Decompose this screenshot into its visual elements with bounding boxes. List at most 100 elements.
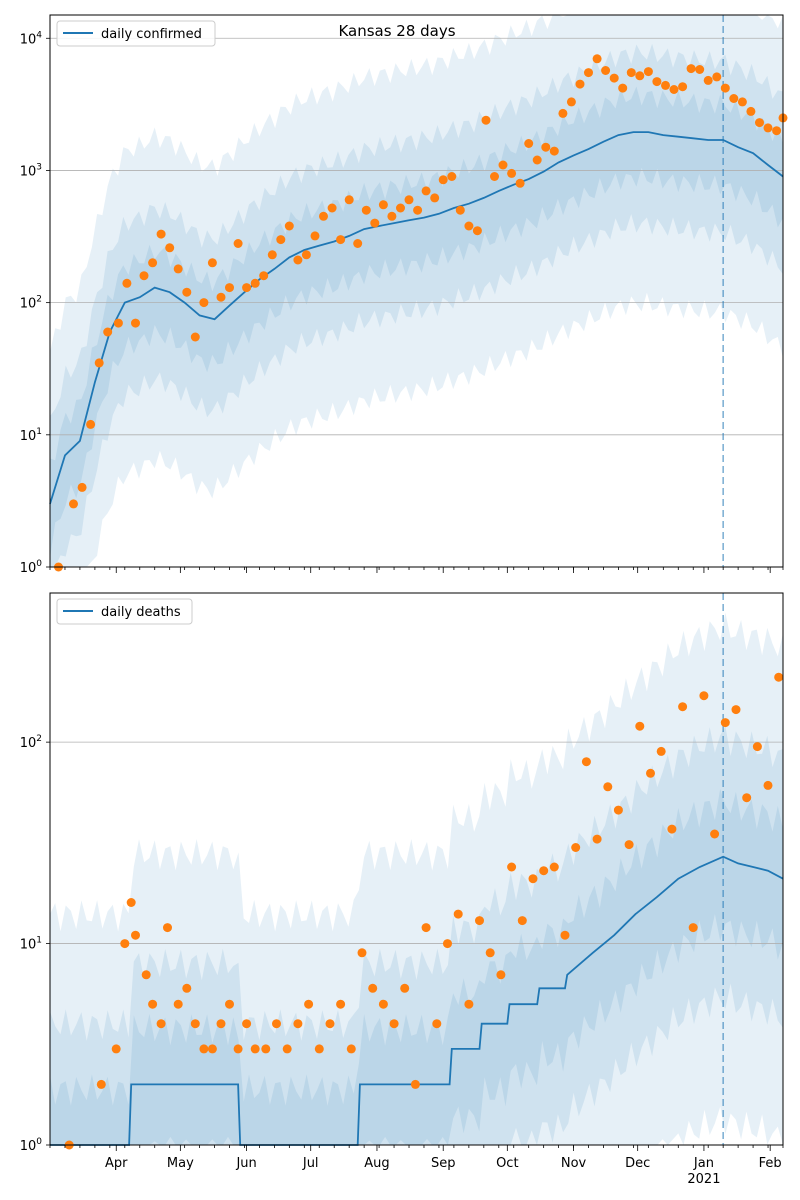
deaths-y-axis: 101 102 100	[20, 734, 50, 1154]
data-point	[688, 923, 698, 933]
data-point	[131, 930, 140, 940]
data-point	[336, 999, 346, 1009]
legend-label-deaths: daily deaths	[101, 605, 181, 620]
data-point	[325, 1019, 335, 1029]
deaths-uncertainty-bands	[50, 612, 783, 1145]
data-point	[272, 1019, 281, 1029]
data-point	[370, 218, 380, 228]
data-point	[720, 83, 730, 93]
data-point	[453, 909, 463, 919]
data-point	[173, 999, 183, 1009]
data-point	[163, 923, 172, 933]
x-tick-year-label: 2021	[687, 1172, 720, 1187]
data-point	[481, 115, 491, 125]
data-point	[443, 939, 452, 949]
deaths-series	[50, 672, 784, 1150]
data-point	[139, 271, 149, 281]
deaths-plot-background	[50, 593, 783, 1145]
data-point	[216, 1019, 226, 1029]
data-point	[490, 172, 499, 181]
data-point	[131, 318, 140, 328]
x-tick-label: Dec	[625, 1156, 650, 1171]
deaths-panel: 101 102 100 Apr May Jun Jul Aug Sep Oct Nov Dec Jan…	[20, 592, 784, 1187]
data-point	[774, 672, 784, 682]
data-point	[661, 80, 670, 90]
data-point	[293, 1019, 303, 1029]
data-point	[763, 780, 773, 790]
data-point	[710, 829, 720, 839]
data-point	[357, 948, 367, 958]
data-point	[250, 278, 260, 288]
x-tick-label: Feb	[759, 1156, 782, 1171]
data-point	[250, 1044, 260, 1054]
legend-box	[56, 20, 216, 47]
data-point	[233, 1044, 243, 1054]
y-tick-label: 104	[20, 30, 43, 47]
data-point	[742, 793, 752, 803]
data-point	[346, 1044, 356, 1054]
data-point	[566, 97, 576, 107]
x-tick-label: Sep	[431, 1156, 456, 1171]
uncertainty-band	[50, 86, 783, 559]
data-point	[656, 746, 666, 756]
data-point	[571, 843, 581, 852]
confirmed-series	[49, 54, 788, 572]
data-point	[126, 898, 136, 907]
data-point	[86, 419, 96, 429]
data-point	[737, 97, 747, 107]
data-point	[336, 235, 346, 245]
data-point	[96, 1079, 106, 1089]
data-point	[259, 271, 269, 281]
data-point	[592, 834, 602, 844]
data-point	[148, 258, 158, 268]
data-point	[327, 203, 337, 213]
data-point	[165, 243, 175, 253]
data-point	[156, 229, 166, 239]
data-point	[560, 930, 570, 940]
data-point	[613, 805, 623, 815]
uncertainty-band	[50, 726, 783, 1145]
data-point	[261, 1044, 271, 1054]
data-point	[378, 200, 388, 210]
data-point	[111, 1044, 121, 1054]
data-point	[361, 205, 371, 215]
data-point	[103, 327, 113, 337]
data-point	[498, 160, 508, 170]
data-point	[532, 155, 542, 165]
data-point	[755, 118, 764, 128]
confirmed-x-axis	[49, 567, 784, 573]
data-point	[156, 1019, 166, 1029]
data-point	[319, 211, 328, 221]
data-point	[515, 178, 525, 188]
data-point	[507, 168, 517, 178]
data-point	[646, 768, 655, 778]
data-point	[652, 77, 662, 87]
data-point	[438, 175, 448, 185]
data-point	[314, 1044, 324, 1054]
data-point	[182, 287, 192, 297]
data-point	[464, 999, 474, 1009]
data-point	[752, 742, 762, 752]
x-tick-label: Aug	[364, 1156, 389, 1171]
x-tick-label: Jun	[235, 1156, 256, 1171]
y-tick-label: 103	[20, 162, 42, 179]
data-point	[524, 139, 534, 148]
legend-box	[56, 598, 193, 625]
data-point	[421, 923, 431, 933]
data-point	[549, 862, 559, 872]
confirmed-legend: daily confirmed	[56, 20, 216, 47]
data-point	[635, 721, 645, 731]
data-point	[695, 65, 705, 74]
data-point	[378, 999, 388, 1009]
data-point	[120, 939, 130, 949]
deaths-axes-frame	[49, 592, 784, 1146]
data-point	[635, 71, 645, 81]
x-tick-label: May	[167, 1156, 194, 1171]
data-point	[455, 205, 465, 215]
data-point	[558, 108, 568, 118]
data-point	[678, 702, 688, 712]
uncertainty-band	[50, 612, 783, 1145]
data-point	[669, 85, 679, 94]
data-point	[678, 82, 688, 92]
